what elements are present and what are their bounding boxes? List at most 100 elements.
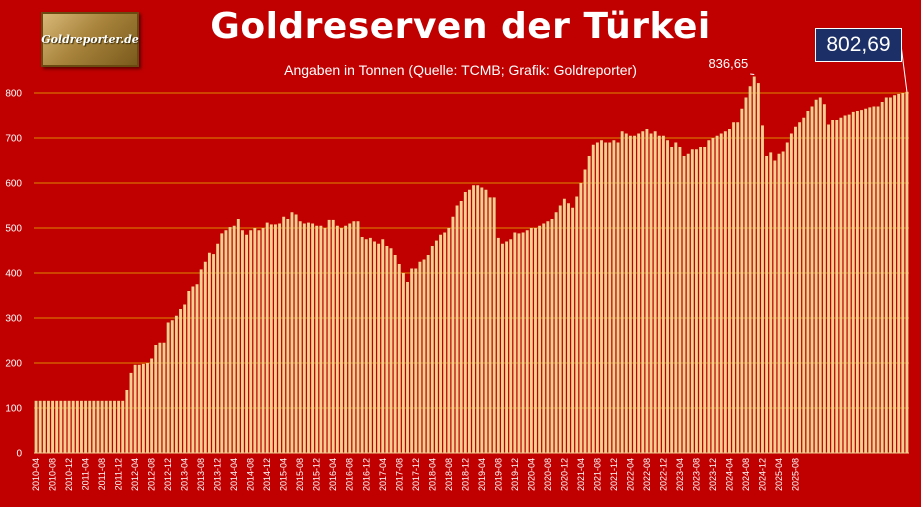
bar [806, 111, 810, 453]
bar [501, 243, 504, 453]
bar [728, 129, 731, 453]
bar [207, 252, 211, 453]
bar [534, 228, 537, 453]
bar [855, 111, 859, 453]
bar [538, 225, 542, 453]
bar [434, 240, 438, 453]
x-tick-label: 2015-08 [295, 458, 305, 491]
bar [575, 196, 579, 453]
bar [150, 358, 154, 453]
bar [162, 342, 166, 453]
bar [455, 205, 459, 453]
bar [294, 214, 298, 453]
bar [344, 225, 348, 453]
bar [430, 246, 434, 453]
bar [905, 91, 909, 454]
x-tick-label: 2018-08 [444, 458, 454, 491]
bar [174, 315, 178, 453]
bar [550, 219, 554, 453]
bar [319, 225, 323, 453]
x-tick-label: 2010-08 [48, 458, 58, 491]
x-tick-label: 2019-08 [493, 458, 503, 491]
bar [707, 140, 711, 453]
bar [480, 187, 484, 453]
bar [439, 234, 442, 453]
y-tick-label: 300 [5, 314, 22, 325]
y-tick-label: 100 [5, 404, 22, 415]
bar [195, 284, 199, 453]
bar [583, 169, 587, 453]
bar [257, 230, 261, 453]
x-tick-label: 2016-12 [361, 458, 371, 491]
bar [517, 233, 521, 453]
bar [307, 222, 310, 453]
bar [818, 97, 822, 453]
bar [558, 205, 562, 453]
bar [220, 233, 224, 453]
bar [554, 212, 558, 453]
x-tick-label: 2014-08 [246, 458, 256, 491]
bar [203, 261, 207, 453]
bar [542, 223, 546, 453]
bar [699, 147, 703, 453]
bar [323, 228, 327, 453]
bar [352, 221, 356, 453]
bar [756, 83, 760, 453]
bar [414, 268, 418, 453]
bar [488, 197, 492, 453]
x-tick-label: 2018-12 [460, 458, 470, 491]
bar [340, 228, 343, 453]
bar [422, 259, 426, 453]
bar [108, 400, 112, 453]
goldreporter-logo: Goldreporter.de [41, 12, 139, 67]
bar [492, 197, 496, 453]
bar [595, 142, 599, 453]
chart-subtitle: Angaben in Tonnen (Quelle: TCMB; Grafik:… [284, 62, 637, 78]
bar [509, 239, 513, 453]
x-tick-label: 2015-04 [279, 458, 289, 491]
bar [814, 99, 818, 453]
bar [51, 400, 55, 453]
x-tick-label: 2013-12 [213, 458, 223, 491]
bar [253, 228, 257, 453]
bar [822, 104, 826, 453]
bar [364, 239, 368, 453]
x-tick-label: 2019-12 [510, 458, 520, 491]
bar [604, 142, 608, 453]
x-tick-label: 2022-04 [625, 458, 635, 491]
y-tick-label: 700 [5, 134, 22, 145]
bar [802, 117, 806, 453]
x-tick-label: 2021-08 [592, 458, 602, 491]
bar [657, 135, 661, 453]
bar [769, 152, 773, 453]
bar [224, 230, 228, 453]
bar [447, 228, 451, 453]
bar [373, 241, 376, 453]
bar [587, 156, 591, 453]
bar [377, 243, 381, 453]
bar [401, 273, 405, 453]
bar [897, 93, 901, 454]
x-tick-label: 2023-12 [708, 458, 718, 491]
bar [633, 135, 636, 453]
bar [505, 241, 509, 453]
bar [236, 219, 240, 453]
bar [141, 363, 145, 453]
bar [92, 400, 96, 453]
bar [901, 93, 905, 453]
bar [876, 106, 880, 453]
bar [781, 151, 785, 453]
bars [34, 76, 909, 454]
x-tick-label: 2012-08 [147, 458, 157, 491]
bar [835, 120, 839, 453]
bar [385, 246, 389, 453]
bar [228, 227, 232, 453]
bar [47, 400, 50, 453]
bar [129, 372, 133, 453]
bar [740, 108, 744, 453]
bar [63, 400, 67, 453]
bar [311, 223, 315, 453]
bar [240, 230, 244, 453]
bar [232, 225, 236, 453]
x-tick-label: 2011-08 [97, 458, 107, 490]
